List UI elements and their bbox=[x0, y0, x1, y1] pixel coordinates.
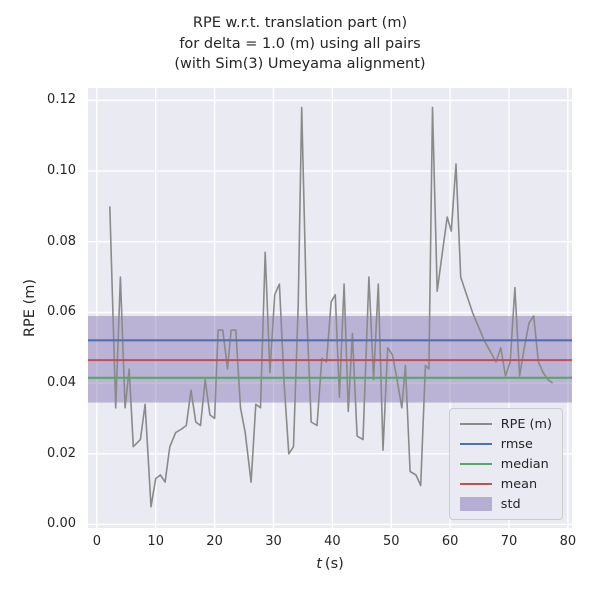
y-tick-label: 0.08 bbox=[47, 233, 76, 249]
plot-canvas bbox=[88, 88, 572, 528]
title-line-1: RPE w.r.t. translation part (m) bbox=[192, 15, 408, 31]
y-tick-label: 0.02 bbox=[47, 445, 76, 461]
x-tick-label: 60 bbox=[441, 534, 459, 549]
legend-label: std bbox=[500, 496, 521, 512]
x-tick-label: 0 bbox=[92, 534, 101, 549]
legend-item: median bbox=[459, 454, 552, 474]
legend-label: rmse bbox=[500, 436, 533, 452]
y-tick-label: 0.10 bbox=[47, 163, 76, 179]
y-tick-label: 0.12 bbox=[47, 92, 76, 108]
x-axis-label: t (s) bbox=[88, 556, 572, 572]
title-line-2: for delta = 1.0 (m) using all pairs bbox=[179, 35, 421, 52]
legend-swatch-line bbox=[459, 423, 492, 425]
x-tick-label: 20 bbox=[206, 534, 223, 549]
legend-label: RPE (m) bbox=[500, 416, 552, 432]
x-tick-label: 10 bbox=[147, 534, 164, 549]
x-tick-label: 80 bbox=[559, 534, 577, 549]
x-tick-label: 70 bbox=[500, 534, 518, 549]
legend-item: rmse bbox=[459, 434, 552, 454]
x-tick-label: 50 bbox=[382, 534, 400, 549]
legend-label: median bbox=[500, 456, 549, 472]
legend-swatch-line bbox=[459, 483, 492, 485]
legend-label: mean bbox=[500, 476, 538, 492]
x-tick-label: 40 bbox=[324, 534, 341, 549]
legend-item: RPE (m) bbox=[459, 414, 552, 434]
legend-item: std bbox=[459, 494, 552, 514]
x-axis-unit: (s) bbox=[324, 556, 344, 572]
legend: RPE (m) rmse median mean std bbox=[448, 408, 563, 520]
title-line-3: (with Sim(3) Umeyama alignment) bbox=[174, 56, 426, 73]
y-tick-label: 0.00 bbox=[47, 516, 76, 532]
chart-title: RPE w.r.t. translation part (m) for delt… bbox=[0, 13, 600, 75]
rpe-series-line bbox=[109, 106, 554, 508]
plot-area: RPE (m) rmse median mean std bbox=[88, 88, 572, 528]
y-tick-label: 0.06 bbox=[47, 304, 76, 320]
legend-swatch-line bbox=[459, 463, 492, 465]
x-tick-label: 30 bbox=[265, 534, 282, 549]
legend-item: mean bbox=[459, 474, 552, 494]
legend-swatch-line bbox=[459, 443, 492, 445]
legend-swatch-patch bbox=[459, 497, 492, 511]
x-axis-variable: t bbox=[316, 556, 322, 572]
y-tick-label: 0.04 bbox=[47, 375, 76, 391]
